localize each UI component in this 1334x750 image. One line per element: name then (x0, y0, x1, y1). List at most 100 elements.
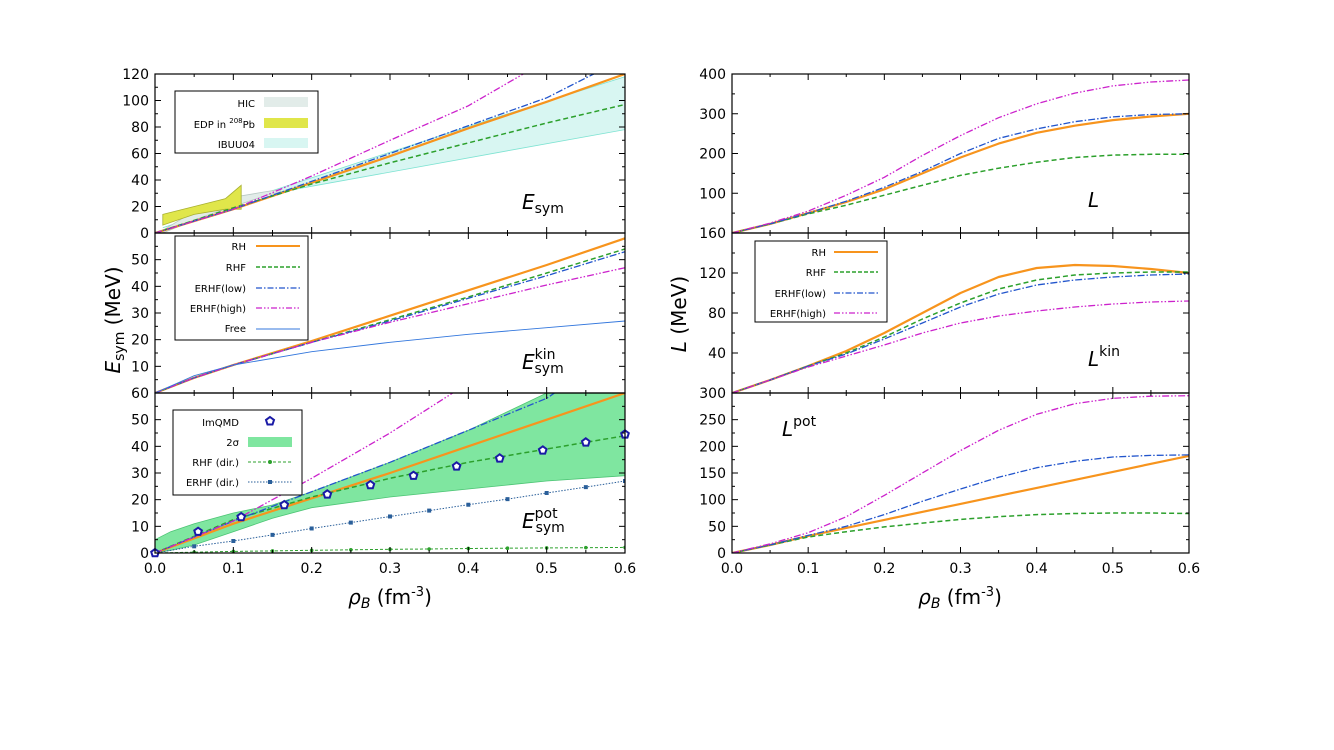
xtick-label: 0.6 (1178, 561, 1200, 577)
ytick-label: 120 (699, 266, 726, 282)
ytick-label: 100 (699, 186, 726, 202)
legend-marker-erhf-dir (268, 480, 272, 484)
legend-label: ERHF (dir.) (186, 478, 239, 489)
ytick-label: 40 (131, 279, 149, 295)
plot-esym-kin (155, 237, 625, 393)
xtick-label: 0.4 (457, 561, 479, 577)
series-erhf-low (732, 273, 1189, 393)
legend-box (172, 409, 303, 496)
ytick-label: 20 (131, 333, 149, 349)
plot-l-kin (732, 263, 1189, 393)
ytick-label: 30 (131, 306, 149, 322)
point-imqmd (322, 489, 333, 499)
point-erhf-dir (466, 502, 471, 507)
xtick-label: 0.2 (873, 561, 895, 577)
point-erhf-dir (270, 532, 275, 537)
legend-label: RHF (226, 263, 246, 274)
legend-label: ImQMD (202, 418, 239, 429)
point-erhf-dir (388, 514, 392, 519)
ytick-label: 50 (708, 519, 726, 535)
ytick-label: 0 (140, 546, 149, 562)
ytick-label: 120 (122, 67, 149, 83)
series-erhf-high (732, 79, 1189, 233)
legend-label: RH (232, 242, 246, 253)
data-layer (150, 74, 1189, 558)
left-ylabel: Esym (MeV) (101, 266, 128, 373)
ytick-label: 40 (131, 173, 149, 189)
xtick-label: 0.6 (614, 561, 636, 577)
ytick-label: 0 (717, 546, 726, 562)
point-erhf-dir (427, 508, 432, 513)
ytick-label: 200 (699, 147, 726, 163)
panel-label-esym-pot: Epot sym (522, 506, 565, 536)
point-erhf-dir (348, 520, 353, 525)
series-erhf-high (155, 393, 454, 553)
point-erhf-dir (623, 479, 625, 483)
point-imqmd (236, 511, 247, 522)
point-erhf-dir (583, 485, 588, 490)
point-imqmd (193, 526, 204, 536)
ytick-label: 150 (699, 466, 726, 482)
ytick-label: 100 (122, 94, 149, 110)
right-xlabel: ρB (fm-3) (918, 585, 1002, 612)
ytick-label: 0 (140, 226, 149, 242)
legend-label: RH (812, 248, 826, 259)
point-erhf-dir (544, 491, 549, 495)
point-rhf-dir (505, 546, 510, 550)
xtick-label: 0.3 (379, 561, 401, 577)
point-rhf-dir (349, 548, 353, 552)
series-rhf (732, 153, 1189, 233)
point-imqmd (494, 453, 505, 463)
ytick-label: 80 (708, 306, 726, 322)
legend-label: ERHF(low) (775, 289, 827, 300)
xtick-label: 0.1 (797, 561, 819, 577)
ytick-label: 250 (699, 413, 726, 429)
legend-label: Free (225, 324, 246, 335)
point-imqmd (580, 437, 591, 447)
ytick-label: 20 (131, 200, 149, 216)
point-rhf-dir (427, 547, 431, 551)
xtick-label: 0.4 (1026, 561, 1048, 577)
plot-esym-pot (155, 393, 625, 553)
series-erhf-low (732, 113, 1189, 233)
series-imqmd (150, 429, 630, 558)
ytick-label: 50 (131, 253, 149, 269)
legend-label: HIC (238, 99, 255, 110)
legend-label: 2σ (226, 438, 239, 449)
point-erhf-dir (505, 497, 510, 502)
panel-label-esym: Esym (522, 190, 564, 217)
point-rhf-dir (584, 545, 588, 550)
legend-label: IBUU04 (218, 140, 255, 151)
series-rh (732, 454, 1189, 553)
ytick-label: 10 (131, 359, 149, 375)
legend-esym: HIC EDP in 208Pb IBUU04 (174, 90, 319, 154)
ytick-label: 60 (131, 147, 149, 163)
xtick-label: 0.2 (301, 561, 323, 577)
series-erhf-high (155, 74, 524, 233)
xtick-label: 0.5 (536, 561, 558, 577)
xtick-label: 0.0 (721, 561, 743, 577)
panel-label-esym-kin: Ekin sym (522, 347, 564, 377)
legend-label: ERHF(low) (195, 284, 247, 295)
point-imqmd (365, 479, 376, 490)
ytick-label: 300 (699, 386, 726, 402)
point-imqmd (537, 445, 548, 455)
legend-label-edp: EDP in 208Pb (194, 117, 255, 131)
xtick-label: 0.5 (1102, 561, 1124, 577)
plot-l-pot (732, 395, 1189, 553)
legend-swatch-edp (264, 118, 308, 128)
legend-box (754, 240, 888, 323)
plot-l (732, 79, 1189, 233)
xtick-label: 0.0 (144, 561, 166, 577)
series-rhf (155, 103, 625, 233)
legend-esym-pot: ImQMD 2σ RHF (dir.) ERHF (dir.) (172, 409, 303, 496)
band-edp-in-208pb (162, 184, 242, 226)
legend-esym-kin: RH RHF ERHF(low) ERHF(high) Free (174, 235, 309, 341)
series-erhf-high (732, 300, 1189, 393)
ytick-label: 50 (131, 413, 149, 429)
ytick-label: 100 (699, 493, 726, 509)
ytick-label: 10 (131, 519, 149, 535)
legend-l-kin: RH RHF ERHF(low) ERHF(high) (754, 240, 888, 323)
ytick-label: 160 (699, 226, 726, 242)
point-erhf-dir (231, 539, 236, 543)
